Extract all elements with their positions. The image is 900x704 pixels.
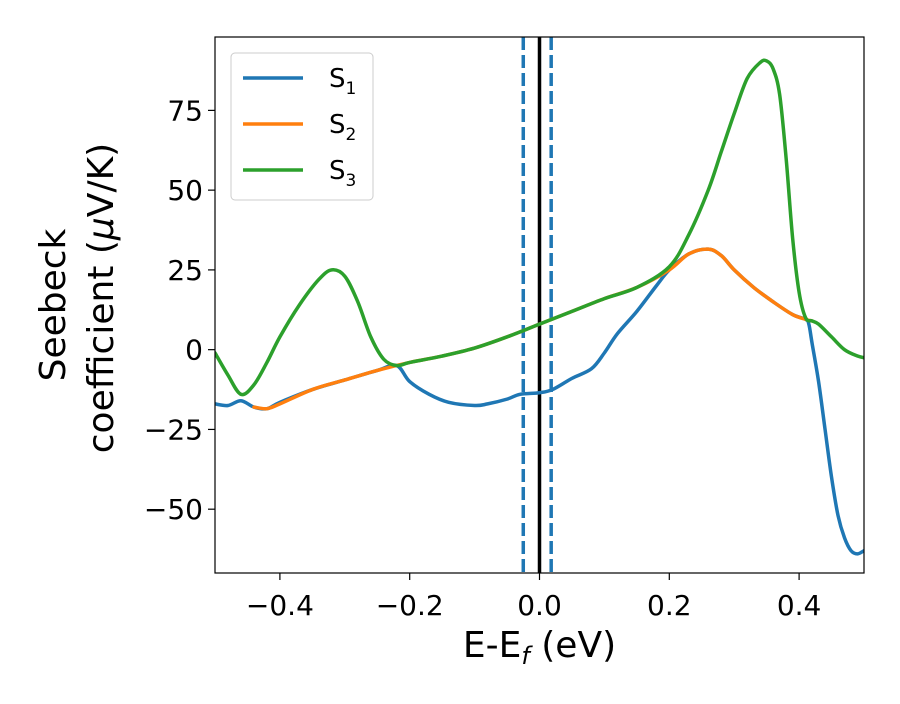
x-tick-label: −0.2	[376, 589, 444, 622]
legend: S1 S2 S3	[230, 52, 374, 201]
x-tick-label: 0.2	[647, 589, 692, 622]
legend-entry-s2: S2	[243, 110, 356, 145]
y-tick-label: 50	[167, 174, 203, 207]
y-tick-label: 0	[185, 334, 203, 367]
y-tick-label: 75	[167, 94, 203, 127]
legend-entry-s1: S1	[243, 64, 356, 99]
x-axis-label: E-Ef (eV)	[463, 625, 616, 670]
legend-label: S2	[329, 110, 356, 145]
legend-label: S1	[329, 64, 356, 99]
y-tick-label: −50	[144, 493, 203, 526]
series-line-s3	[215, 58, 864, 397]
y-axis-label-line1: Seebeck	[33, 228, 74, 381]
x-tick-label: −0.4	[246, 589, 314, 622]
y-tick-label: −25	[144, 413, 203, 446]
x-tick-label: 0.4	[777, 589, 822, 622]
y-axis-label-line2: coefficient (μV/K)	[81, 143, 122, 453]
legend-entry-s3: S3	[243, 156, 356, 191]
legend-label: S3	[329, 156, 356, 191]
series-line-s2	[252, 247, 814, 411]
x-tick-label: 0.0	[517, 589, 562, 622]
legend-box	[230, 52, 374, 201]
y-tick-label: 25	[167, 254, 203, 287]
